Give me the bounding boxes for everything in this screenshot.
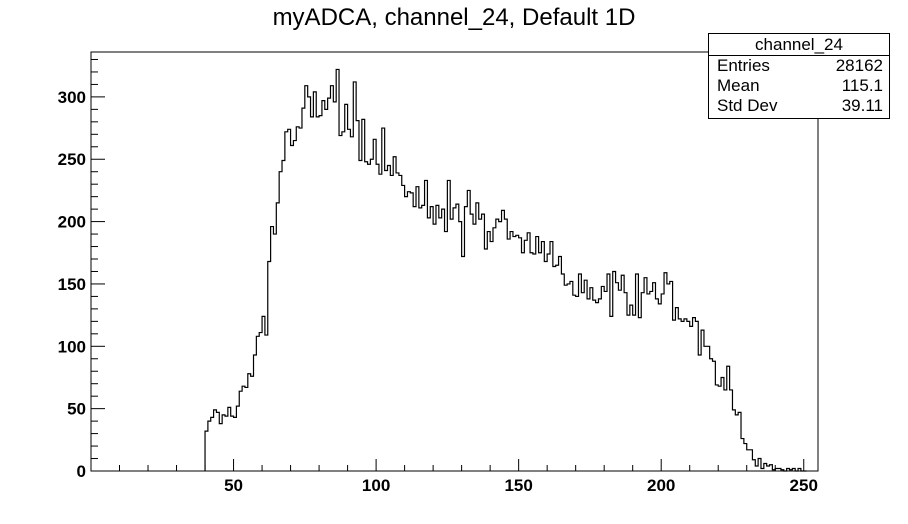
stats-mean-label: Mean: [717, 76, 760, 95]
plot-frame: [90, 51, 819, 472]
y-tick-label: 0: [77, 462, 86, 481]
histogram-series: [204, 68, 807, 472]
y-tick-label: 250: [58, 150, 86, 169]
stats-entries-label: Entries: [717, 56, 770, 75]
stats-stddev-label: Std Dev: [717, 96, 778, 115]
x-tick-label: 50: [224, 476, 243, 495]
x-tick-label: 100: [362, 476, 390, 495]
y-tick-label: 50: [67, 400, 86, 419]
x-tick-label: 200: [647, 476, 675, 495]
stats-mean-row: Mean 115.1: [709, 76, 889, 96]
stats-title: channel_24: [709, 34, 889, 56]
stats-stddev-value: 39.11: [841, 96, 883, 115]
y-tick-label: 300: [58, 88, 86, 107]
y-tick-label: 150: [58, 275, 86, 294]
y-tick-label: 100: [58, 337, 86, 356]
stats-entries-row: Entries 28162: [709, 56, 889, 76]
stats-box: channel_24 Entries 28162 Mean 115.1 Std …: [708, 33, 890, 119]
x-tick-label: 150: [504, 476, 532, 495]
stats-mean-value: 115.1: [841, 76, 883, 95]
stats-stddev-row: Std Dev 39.11: [709, 96, 889, 116]
stats-entries-value: 28162: [835, 56, 883, 75]
x-tick-label: 250: [790, 476, 818, 495]
y-tick-label: 200: [58, 213, 86, 232]
chart-title: myADCA, channel_24, Default 1D: [272, 4, 636, 31]
